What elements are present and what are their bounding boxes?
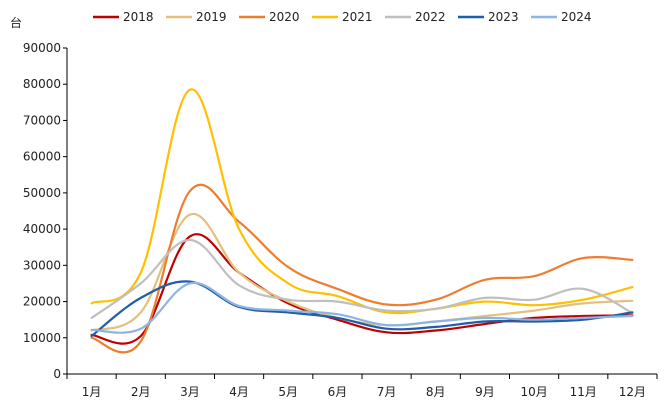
legend-label-2019: 2019 — [196, 10, 227, 24]
x-tick-label: 5月 — [278, 385, 298, 399]
y-tick-label: 40000 — [23, 222, 61, 236]
series-line-2024 — [90, 281, 634, 334]
y-tick-label: 80000 — [23, 77, 61, 91]
x-tick-label: 7月 — [377, 385, 397, 399]
y-tick-label: 60000 — [23, 150, 61, 164]
y-axis-unit-label: 台 — [10, 15, 22, 30]
x-tick-label: 8月 — [426, 385, 446, 399]
series-line-2020 — [90, 183, 634, 354]
x-axis: 1月 2月 3月 4月 5月 6月 7月 8月 9月 10月 11月 12月 — [66, 373, 658, 399]
x-tick-label: 1月 — [82, 385, 102, 399]
series-line-2019 — [90, 212, 634, 332]
y-tick-label: 30000 — [23, 258, 61, 272]
series-line-2023 — [90, 280, 634, 338]
y-tick-label: 0 — [53, 367, 61, 381]
series-line-2021 — [90, 88, 634, 315]
legend: 2018 2019 2020 2021 2022 2023 2024 — [93, 10, 592, 24]
legend-label-2021: 2021 — [342, 10, 373, 24]
series-line-2022 — [90, 238, 634, 319]
legend-label-2018: 2018 — [123, 10, 154, 24]
x-tick-label: 4月 — [229, 385, 249, 399]
y-tick-label: 50000 — [23, 186, 61, 200]
legend-label-2022: 2022 — [415, 10, 446, 24]
x-tick-label: 9月 — [475, 385, 495, 399]
x-tick-label: 10月 — [520, 385, 547, 399]
y-tick-label: 70000 — [23, 113, 61, 127]
legend-label-2020: 2020 — [269, 10, 300, 24]
series-line-2018 — [90, 233, 634, 345]
y-tick-label: 90000 — [23, 41, 61, 55]
y-axis: 0 10000 20000 30000 40000 50000 60000 70000 8000… — [23, 41, 68, 381]
x-tick-label: 6月 — [328, 385, 348, 399]
y-tick-label: 20000 — [23, 295, 61, 309]
x-tick-label: 3月 — [180, 385, 200, 399]
x-tick-label: 2月 — [131, 385, 151, 399]
legend-label-2023: 2023 — [488, 10, 519, 24]
x-tick-label: 11月 — [570, 385, 597, 399]
x-tick-label: 12月 — [619, 385, 646, 399]
y-tick-label: 10000 — [23, 331, 61, 345]
legend-label-2024: 2024 — [561, 10, 592, 24]
plot-area — [90, 88, 634, 354]
